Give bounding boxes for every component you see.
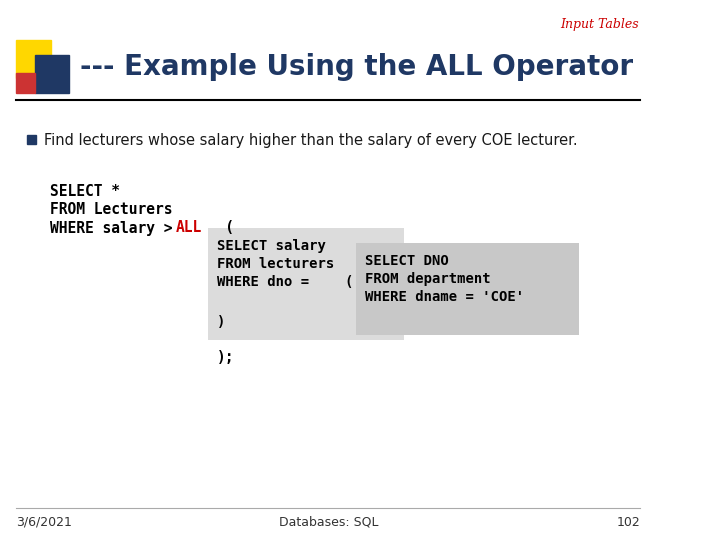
Text: WHERE dname = 'COE': WHERE dname = 'COE': [365, 290, 524, 304]
Text: Databases: SQL: Databases: SQL: [279, 516, 378, 529]
Text: FROM department: FROM department: [365, 272, 490, 286]
Bar: [27, 135, 35, 144]
Text: Input Tables: Input Tables: [560, 18, 639, 31]
Text: 102: 102: [616, 516, 640, 529]
Text: WHERE dno =: WHERE dno =: [217, 275, 334, 289]
Text: SELECT salary: SELECT salary: [217, 239, 326, 253]
Text: (: (: [345, 275, 353, 289]
Text: 3/6/2021: 3/6/2021: [17, 516, 72, 529]
Text: FROM Lecturers: FROM Lecturers: [50, 202, 173, 218]
Text: ): ): [217, 315, 225, 329]
Bar: [17, 73, 35, 93]
Bar: [35, 55, 69, 93]
Text: SELECT DNO: SELECT DNO: [365, 254, 449, 268]
Text: WHERE salary >: WHERE salary >: [50, 220, 181, 235]
Text: Find lecturers whose salary higher than the salary of every COE lecturer.: Find lecturers whose salary higher than …: [44, 132, 577, 147]
Bar: [17, 40, 51, 78]
Text: SELECT *: SELECT *: [50, 185, 120, 199]
Text: ALL: ALL: [176, 220, 202, 235]
Text: (: (: [199, 220, 234, 235]
Text: --- Example Using the ALL Operator: --- Example Using the ALL Operator: [80, 53, 634, 81]
Text: );: );: [217, 350, 235, 366]
FancyBboxPatch shape: [208, 228, 404, 340]
Text: FROM lecturers: FROM lecturers: [217, 257, 334, 271]
FancyBboxPatch shape: [356, 243, 579, 335]
